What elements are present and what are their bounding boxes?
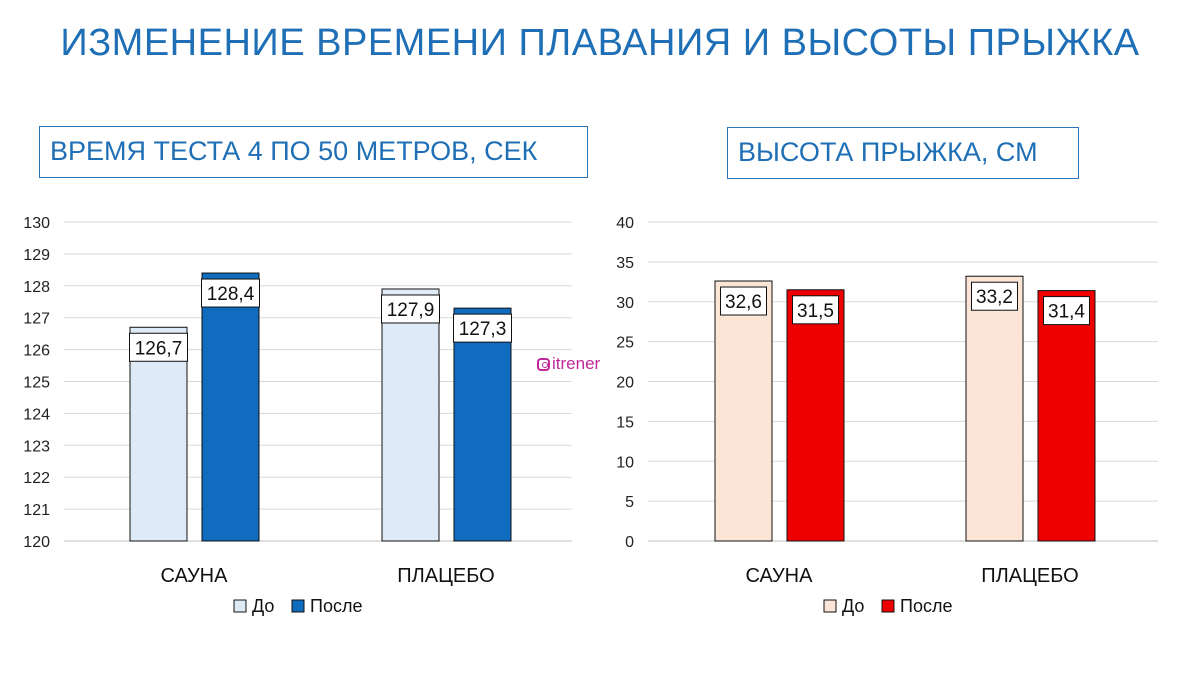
left-y-tick-label: 123 [23,438,50,455]
right-y-tick-label: 35 [616,255,634,272]
right-bar-after [786,289,845,542]
left-bar-after [201,272,260,542]
left-y-tick-label: 129 [23,247,50,264]
right-data-label-box [720,286,767,316]
right-legend-swatch [881,599,895,613]
right-legend-swatch [823,599,837,613]
instagram-icon [537,357,550,371]
left-y-tick-label: 128 [23,279,50,296]
left-data-label: 127,3 [459,319,507,340]
left-y-tick-label: 130 [23,215,50,232]
left-y-tick-label: 126 [23,343,50,360]
left-x-category-label: ПЛАЦЕБО [397,565,494,587]
right-data-label: 32,6 [725,292,762,313]
left-data-label-box [201,278,260,308]
right-legend-label: До [842,596,864,616]
page-title: ИЗМЕНЕНИЕ ВРЕМЕНИ ПЛАВАНИЯ И ВЫСОТЫ ПРЫЖ… [60,22,1140,64]
left-y-tick-label: 120 [23,534,50,551]
left-data-label-box [129,332,188,362]
right-y-tick-label: 25 [616,335,634,352]
right-y-tick-label: 15 [616,414,634,431]
right-bar-after [1037,290,1096,542]
right-y-tick-label: 5 [625,494,634,511]
left-data-label: 127,9 [387,300,435,321]
right-y-tick-label: 30 [616,295,634,312]
left-data-label-box [453,313,512,343]
left-data-label: 128,4 [207,284,255,305]
right-data-label-box [1043,296,1090,326]
left-legend-label: После [310,596,362,616]
left-legend-label: До [252,596,274,616]
right-x-category-label: САУНА [746,565,814,587]
watermark-text: itrener [552,354,601,373]
left-y-tick-label: 122 [23,470,50,487]
right-data-label: 31,4 [1048,302,1085,323]
left-bar-after [453,307,512,542]
watermark: itrener [537,354,600,374]
left-y-tick-label: 127 [23,311,50,328]
right-data-label-box [971,281,1018,311]
left-y-tick-label: 124 [23,406,50,423]
left-bar-before [381,288,440,542]
left-bar-before [129,326,188,542]
right-data-label: 31,5 [797,301,834,322]
right-y-tick-label: 0 [625,534,634,551]
right-data-label-box [792,295,839,325]
right-x-category-label: ПЛАЦЕБО [981,565,1078,587]
right-y-tick-label: 40 [616,215,634,232]
left-x-category-label: САУНА [161,565,229,587]
right-chart-title: ВЫСОТА ПРЫЖКА, СМ [727,127,1079,179]
left-y-tick-label: 121 [23,502,50,519]
left-y-tick-label: 125 [23,375,50,392]
right-legend-label: После [900,596,952,616]
right-data-label: 33,2 [976,287,1013,308]
right-y-tick-label: 10 [616,454,634,471]
left-data-label-box [381,294,440,324]
right-bar-before [714,280,773,542]
right-y-tick-label: 20 [616,375,634,392]
left-data-label: 126,7 [135,338,183,359]
left-legend-swatch [291,599,305,613]
left-legend-swatch [233,599,247,613]
left-chart-title: ВРЕМЯ ТЕСТА 4 ПО 50 МЕТРОВ, СЕК [39,126,588,178]
right-bar-before [965,275,1024,542]
